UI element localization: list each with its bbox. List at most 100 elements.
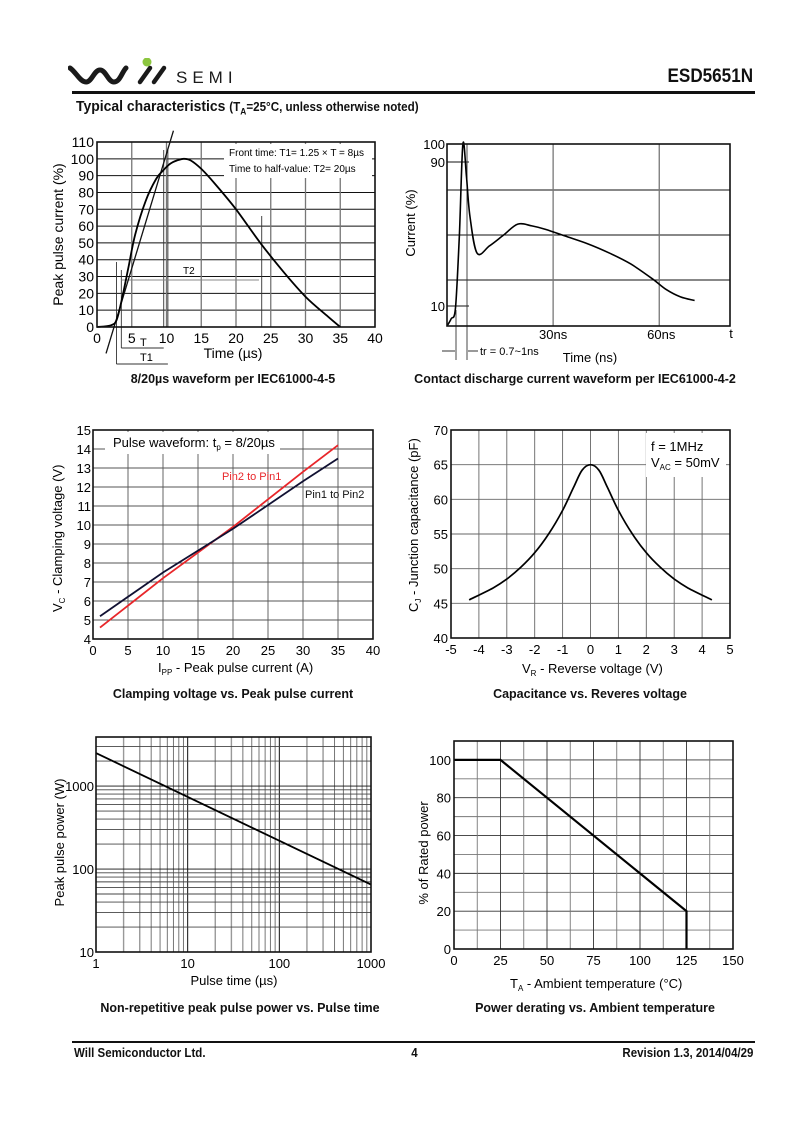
footer-company: Will Semiconductor Ltd. (74, 1046, 206, 1060)
x-tick-label: 0 (93, 330, 101, 346)
x-tick-label: 35 (332, 330, 348, 346)
pin2-to-pin1-line (99, 444, 339, 629)
x-tick-label: 60ns (647, 327, 676, 342)
pulse-waveform-annotation: Pulse waveform: tp = 8/20µs (113, 435, 275, 452)
y-tick-label: 8 (84, 556, 91, 571)
caption-power-derating: Power derating vs. Ambient temperature (475, 1001, 715, 1015)
legend-pin1-to-pin2: Pin1 to Pin2 (305, 489, 364, 501)
y-tick-label: 110 (72, 134, 95, 150)
x-tick-label: -1 (557, 642, 569, 657)
y-tick-label: 100 (72, 862, 94, 877)
x-tick-label: 0 (89, 643, 96, 658)
y-tick-label: 90 (431, 155, 445, 170)
y-tick-label: 50 (434, 562, 448, 577)
label-subscript: A (518, 984, 524, 993)
label-subscript: p (216, 443, 221, 452)
y-tick-label: 10 (78, 302, 94, 318)
label-part: Pulse waveform: t (113, 435, 217, 450)
x-tick-label: 4 (698, 642, 705, 657)
y-tick-label: 1000 (65, 779, 94, 794)
header-divider (72, 91, 755, 94)
y-tick-label: 90 (78, 168, 94, 184)
x-tick-label: 1 (92, 956, 99, 971)
y-tick-label: 80 (437, 791, 451, 806)
label-part: - Clamping voltage (V) (50, 465, 65, 598)
x-tick-label: 25 (263, 330, 279, 346)
label-part: - Ambient temperature (°C) (523, 976, 682, 991)
pin1-to-pin2-line (99, 457, 339, 617)
x-tick-label: 30ns (539, 327, 568, 342)
pulse-current-curve (96, 157, 341, 328)
label-part: I (158, 660, 162, 675)
caption-peak-pulse-power: Non-repetitive peak pulse power vs. Puls… (100, 1001, 380, 1015)
y-tick-label: 50 (78, 235, 94, 251)
capacitance-curve (468, 463, 713, 601)
label-subscript: AC (660, 463, 671, 472)
annotation-vac: VAC = 50mV (651, 455, 720, 472)
y-tick-label: 55 (434, 527, 448, 542)
x-tick-label: 5 (124, 643, 131, 658)
y-tick-label: 5 (84, 613, 91, 628)
y-tick-label: 20 (78, 285, 94, 301)
caption-contact-discharge: Contact discharge current waveform per I… (414, 372, 736, 386)
y-tick-label: 60 (437, 829, 451, 844)
label-part: V (522, 661, 531, 676)
chart-power-derating: 0 20 40 60 80 100 0 25 50 75 100 125 150 TA - Ambient… (416, 740, 744, 993)
logo-dot-icon (142, 58, 152, 67)
x-tick-label: -2 (529, 642, 541, 657)
x-tick-label: 100 (268, 956, 290, 971)
plot-frame (96, 141, 376, 328)
x-tick-label: 125 (676, 953, 698, 968)
y-tick-label: 30 (78, 269, 94, 285)
chart-contact-discharge: 100 90 10 30ns 60ns t tr = 0.7~1ns Time (ns) Cur… (403, 137, 733, 365)
y-tick-label: 70 (434, 423, 448, 438)
y-tick-label: 10 (431, 299, 445, 314)
y-tick-label: 45 (434, 596, 448, 611)
y-tick-label: 100 (423, 137, 445, 152)
annotation-half-value: Time to half-value: T2= 20µs (229, 164, 356, 175)
derating-line (454, 758, 688, 949)
annotation-box (646, 433, 726, 477)
t-label: T (140, 337, 147, 349)
esd-current-curve (446, 141, 695, 327)
y-tick-label: 10 (77, 518, 91, 533)
section-title-text: Typical characteristics (76, 98, 226, 115)
plot-frame (92, 429, 374, 640)
x-tick-label: 0 (587, 642, 594, 657)
x-tick-label: 10 (159, 330, 175, 346)
section-title: Typical characteristics (TA=25°C, unless… (76, 98, 419, 117)
section-condition: (TA=25°C, unless otherwise noted) (229, 100, 418, 117)
x-axis-label: VR - Reverse voltage (V) (522, 661, 663, 678)
peak-power-line (95, 752, 372, 886)
label-part: - Junction capacitance (pF) (406, 438, 421, 598)
x-tick-label: -5 (445, 642, 457, 657)
part-number: ESD5651N (667, 66, 753, 87)
x-tick-label: 10 (180, 956, 194, 971)
y-tick-label: 10 (80, 945, 94, 960)
annotation-front-time: Front time: T1= 1.25 × T = 8µs (229, 148, 364, 159)
brand-name: SEMI (176, 68, 238, 87)
label-part: - Reverse voltage (V) (536, 661, 662, 676)
y-axis-label: % of Rated power (416, 801, 431, 905)
x-axis-label: Time (ns) (563, 350, 617, 365)
condition-prefix: (T (229, 100, 241, 114)
t1-label: T1 (140, 352, 153, 364)
x-tick-label: 1000 (357, 956, 386, 971)
footer-divider (72, 1041, 755, 1043)
y-tick-label: 0 (444, 942, 451, 957)
plot-frame (446, 143, 731, 327)
x-tick-label: 15 (191, 643, 205, 658)
y-axis-label: Current (%) (403, 189, 418, 256)
will-semi-logo (68, 58, 167, 85)
y-tick-label: 13 (77, 461, 91, 476)
x-tick-label: -4 (473, 642, 485, 657)
x-tick-label: 100 (629, 953, 651, 968)
label-subscript: J (414, 599, 423, 603)
y-tick-label: 7 (84, 575, 91, 590)
label-part: V (50, 603, 65, 612)
logo-slash-1 (137, 65, 153, 85)
y-tick-label: 15 (77, 423, 91, 438)
logo-slash-2 (151, 65, 167, 85)
y-tick-label: 6 (84, 594, 91, 609)
